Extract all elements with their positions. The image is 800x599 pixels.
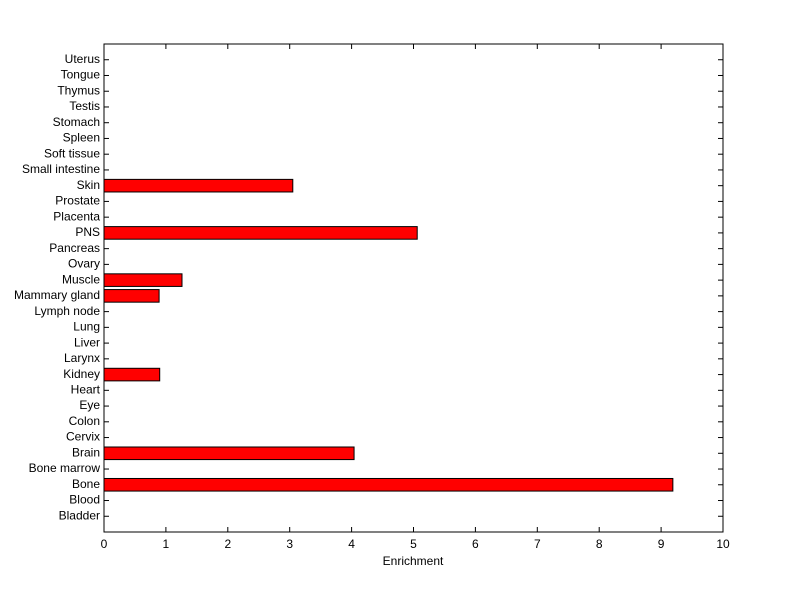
bar xyxy=(103,446,355,461)
bar xyxy=(103,226,418,240)
x-tick-label: 0 xyxy=(101,537,108,551)
y-tick-label: Colon xyxy=(69,414,100,428)
x-tick-label: 4 xyxy=(348,537,355,551)
bar xyxy=(103,273,183,287)
x-tick-label: 2 xyxy=(224,537,231,551)
y-tick-label: Ovary xyxy=(68,257,100,271)
y-tick-label: PNS xyxy=(75,225,100,239)
y-tick-label: Bladder xyxy=(59,508,100,522)
x-tick-label: 8 xyxy=(596,537,603,551)
y-tick-label: Stomach xyxy=(53,115,100,129)
y-tick-label: Brain xyxy=(72,445,100,459)
y-tick-label: Mammary gland xyxy=(14,288,100,302)
y-tick-label: Lung xyxy=(73,320,100,334)
y-tick-label: Liver xyxy=(74,335,100,349)
x-tick-label: 5 xyxy=(410,537,417,551)
y-tick-label: Heart xyxy=(71,382,101,396)
y-tick-label: Placenta xyxy=(53,209,100,223)
bar xyxy=(103,178,294,193)
y-tick-label: Testis xyxy=(69,99,100,113)
y-tick-label: Uterus xyxy=(65,52,100,66)
x-tick-label: 6 xyxy=(472,537,479,551)
x-tick-label: 10 xyxy=(716,537,730,551)
y-tick-label: Blood xyxy=(69,493,100,507)
y-tick-label: Tongue xyxy=(61,68,101,82)
y-tick-label: Muscle xyxy=(62,272,100,286)
y-tick-label: Bone marrow xyxy=(29,461,101,475)
y-tick-label: Skin xyxy=(77,178,100,192)
y-tick-label: Lymph node xyxy=(34,304,100,318)
y-tick-label: Soft tissue xyxy=(44,146,100,160)
bar xyxy=(103,289,160,303)
x-tick-label: 9 xyxy=(658,537,665,551)
y-tick-label: Pancreas xyxy=(49,241,100,255)
y-tick-label: Spleen xyxy=(63,131,100,145)
bar xyxy=(103,477,674,492)
x-axis-label: Enrichment xyxy=(383,554,444,568)
y-tick-label: Cervix xyxy=(66,430,100,444)
x-tick-label: 7 xyxy=(534,537,541,551)
x-tick-label: 1 xyxy=(163,537,170,551)
y-tick-label: Eye xyxy=(79,398,100,412)
x-tick-label: 3 xyxy=(286,537,293,551)
y-tick-label: Kidney xyxy=(63,367,100,381)
y-tick-label: Prostate xyxy=(55,194,100,208)
y-tick-label: Thymus xyxy=(57,83,100,97)
y-tick-label: Small intestine xyxy=(22,162,100,176)
bar xyxy=(103,367,161,382)
y-tick-label: Larynx xyxy=(64,351,100,365)
y-tick-label: Bone xyxy=(72,477,100,491)
